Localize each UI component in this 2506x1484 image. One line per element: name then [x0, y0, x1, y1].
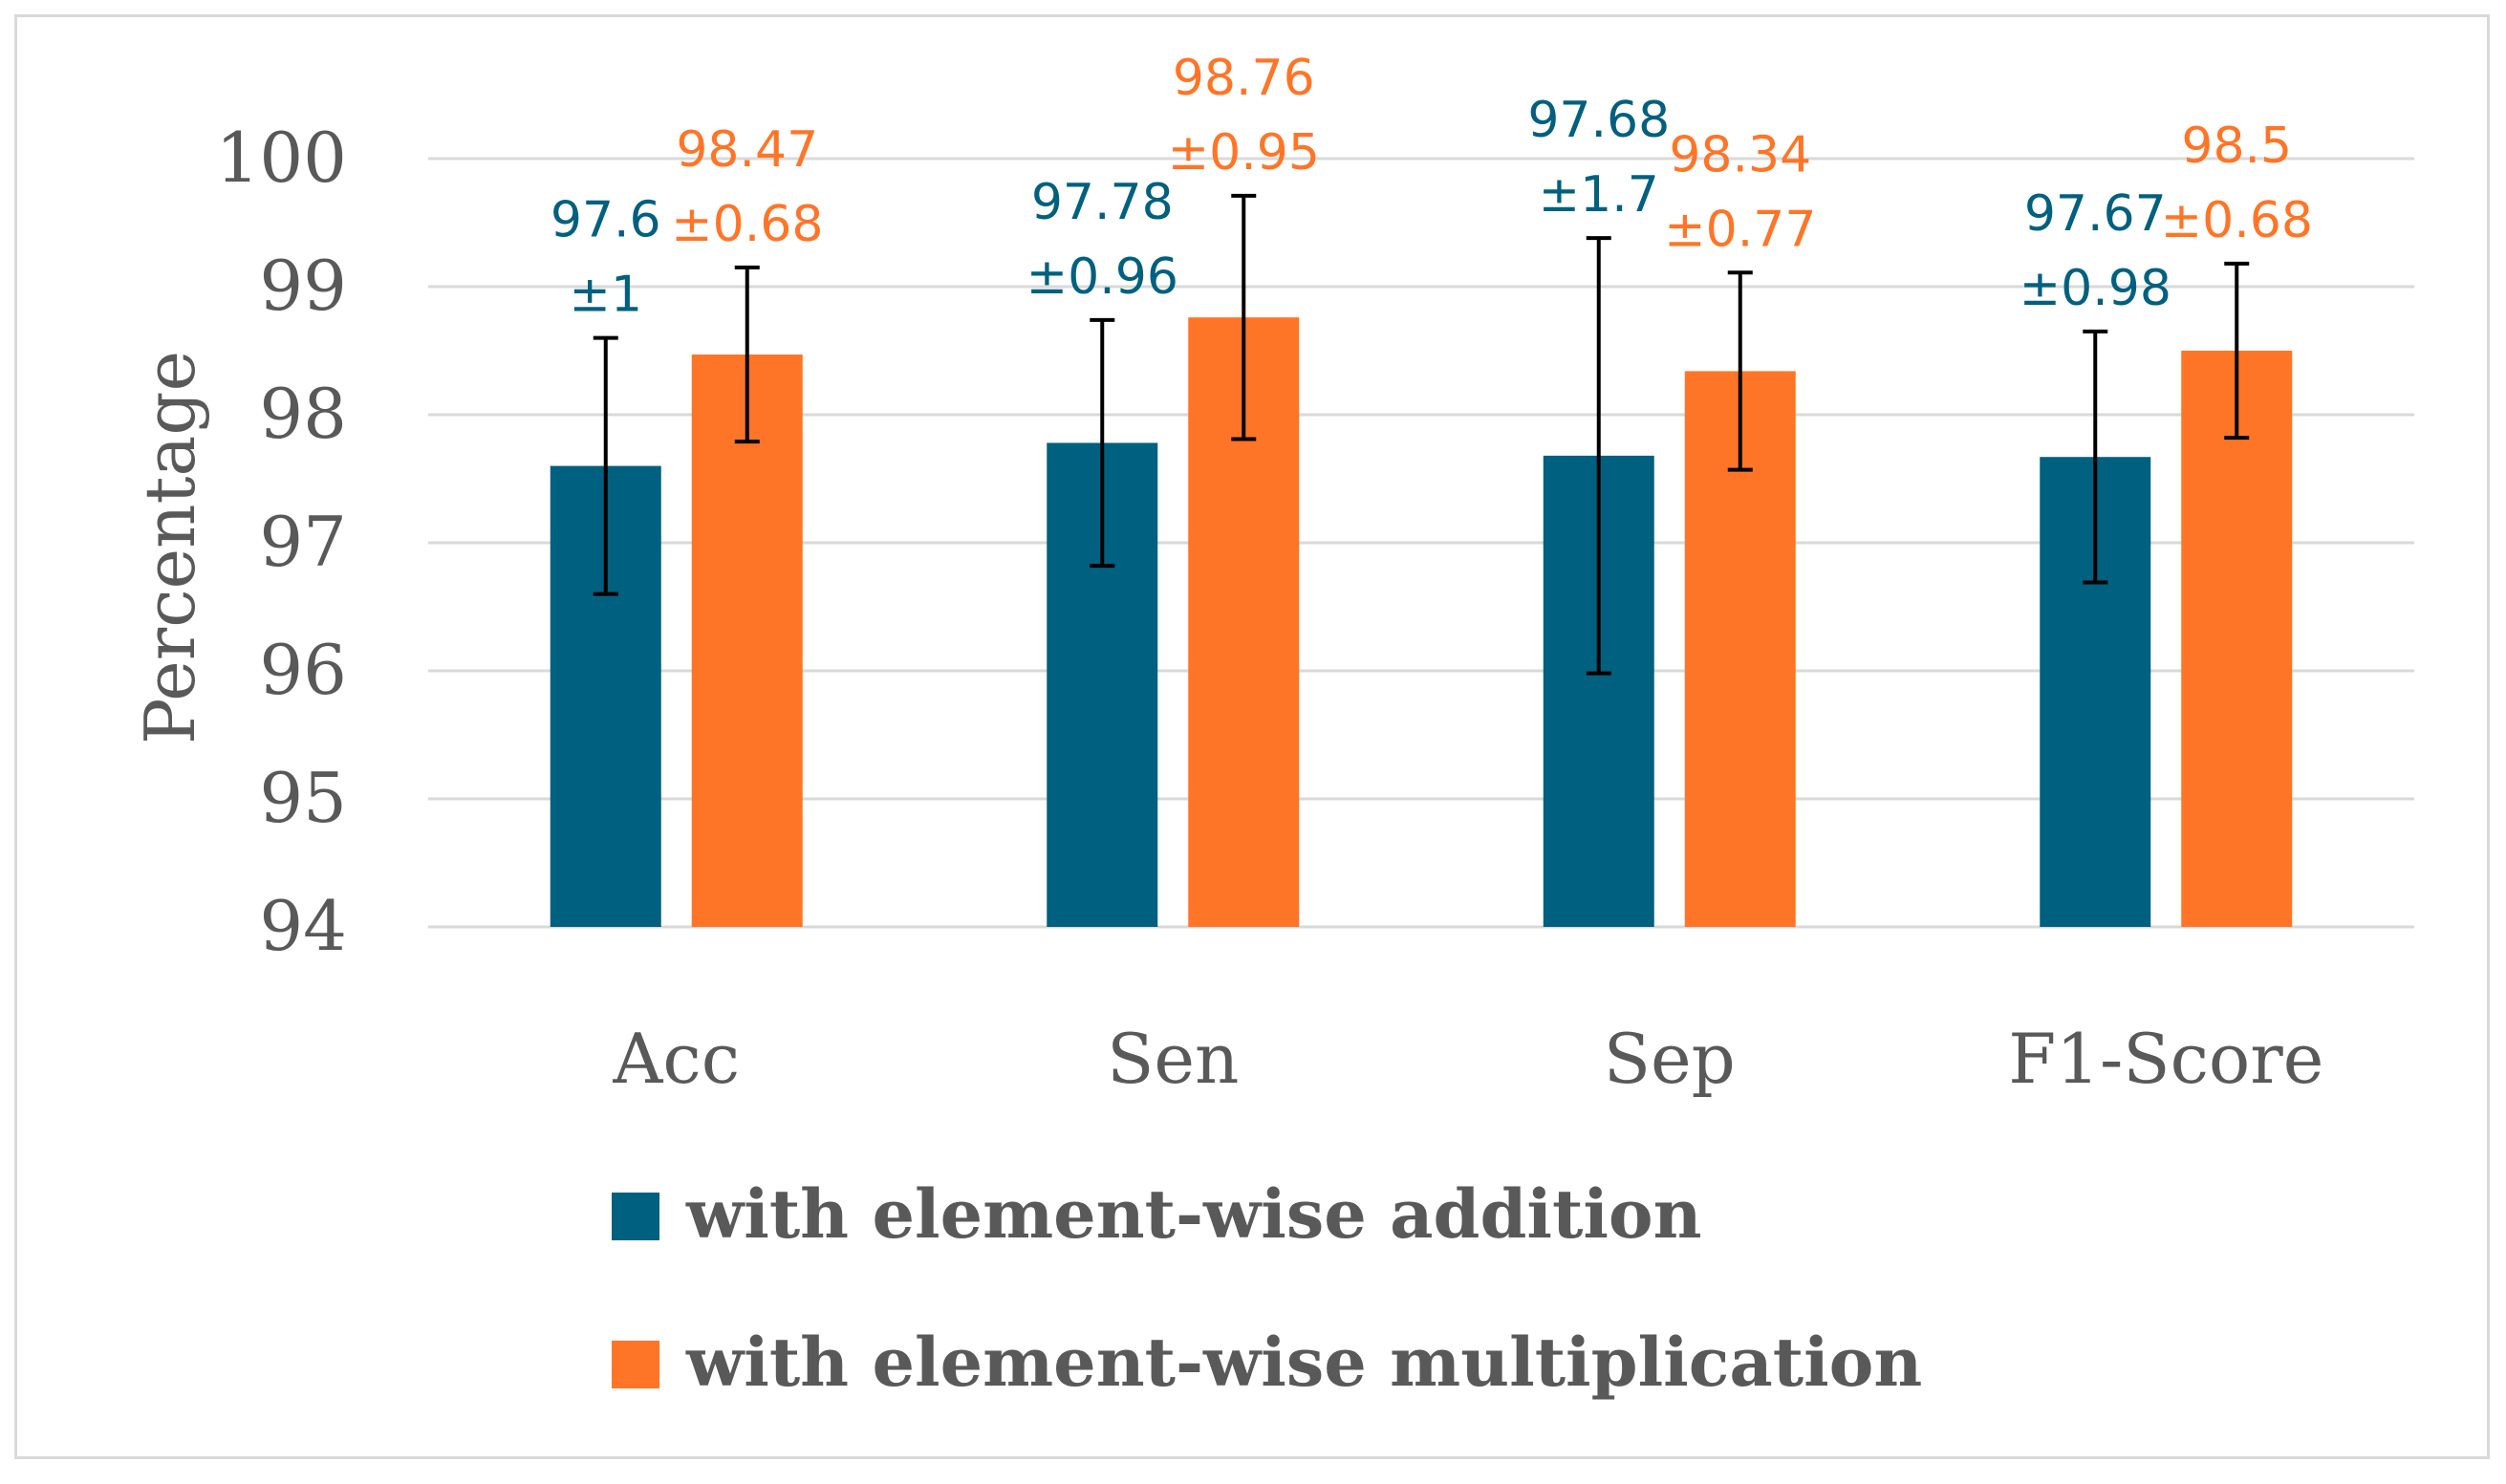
legend-swatch	[612, 1193, 659, 1240]
data-label-error: ±0.95	[1168, 124, 1320, 182]
chart-frame: 97.6 ±1 98.47 ±0.68 97.78 ±0.96 98.76 ±0.95 97.6…	[14, 14, 2490, 1459]
x-tick-label: F1-Score	[2008, 1019, 2323, 1099]
data-label-error: ±1.7	[1539, 166, 1659, 224]
legend-swatch	[612, 1341, 659, 1388]
data-label-error: ±1	[569, 267, 642, 324]
legend-label: with element-wise addition	[685, 1174, 1702, 1254]
y-tick-label: 94	[259, 886, 347, 966]
data-label-error: ±0.68	[2161, 192, 2313, 249]
y-tick-label: 98	[259, 374, 347, 454]
y-tick-label: 100	[216, 118, 347, 198]
data-label-value: 97.67	[2024, 185, 2167, 243]
data-labels: 97.6 ±1 98.47 ±0.68 97.78 ±0.96 98.76 ±0.95 97.6…	[551, 50, 2313, 324]
y-tick-label: 99	[259, 246, 347, 326]
bar	[2181, 351, 2293, 927]
data-label-error: ±0.96	[1026, 248, 1178, 306]
bar	[691, 355, 803, 927]
data-label-value: 98.34	[1669, 126, 1811, 183]
data-label-value: 98.76	[1173, 50, 1315, 107]
data-label-value: 97.78	[1031, 174, 1174, 231]
x-tick-label: Acc	[612, 1019, 740, 1099]
y-axis-ticks: 94 95 96 97 98 99 100	[216, 118, 347, 966]
x-tick-label: Sep	[1604, 1019, 1736, 1099]
data-label-value: 98.5	[2181, 118, 2292, 175]
y-tick-label: 97	[259, 502, 347, 582]
y-axis-title: Percentage	[130, 351, 210, 744]
y-tick-label: 95	[259, 758, 347, 838]
data-label-error: ±0.68	[671, 196, 823, 253]
bar-chart: 97.6 ±1 98.47 ±0.68 97.78 ±0.96 98.76 ±0.95 97.6…	[130, 50, 2414, 1402]
data-label-value: 98.47	[676, 121, 818, 179]
data-label-error: ±0.77	[1664, 201, 1816, 258]
error-bars	[593, 193, 2250, 676]
bars	[550, 317, 2293, 927]
x-tick-label: Sen	[1107, 1019, 1239, 1099]
data-label-error: ±0.98	[2020, 260, 2171, 317]
data-label-value: 97.68	[1527, 92, 1670, 149]
legend-label: with element-wise multiplication	[685, 1323, 1922, 1402]
x-axis-ticks: Acc Sen Sep F1-Score	[612, 1019, 2323, 1099]
data-label-value: 97.6	[551, 192, 661, 249]
legend: with element-wise addition with element-w…	[612, 1174, 1922, 1402]
y-tick-label: 96	[259, 630, 347, 710]
